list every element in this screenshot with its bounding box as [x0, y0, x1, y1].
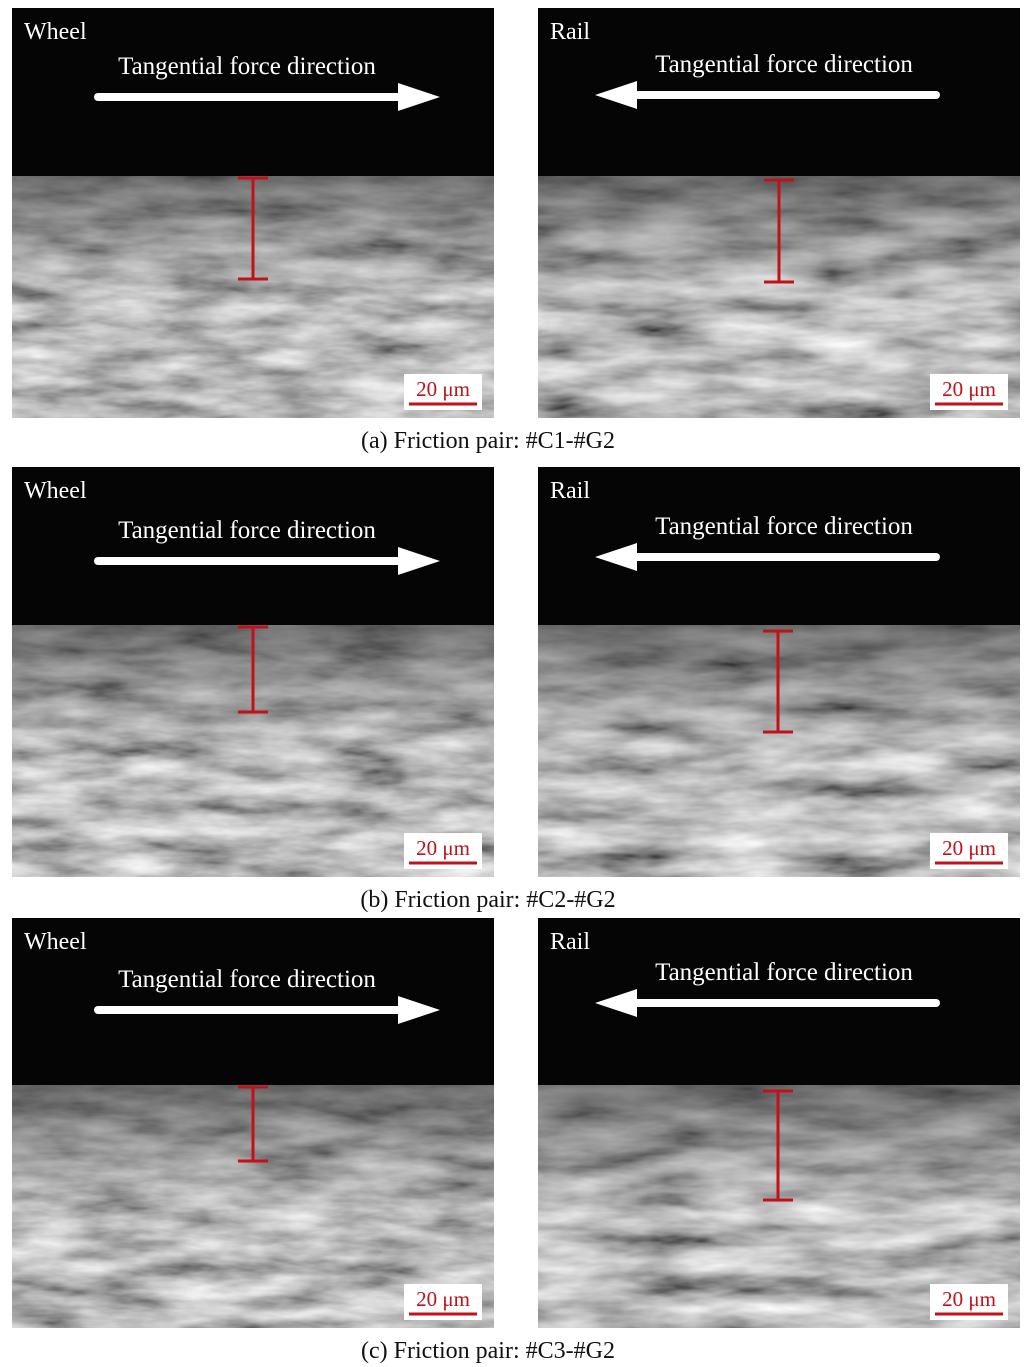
panel-label: Rail — [550, 19, 590, 45]
row-caption: (b) Friction pair: #C2-#G2 — [360, 887, 615, 913]
micrograph-panel: Wheel Tangential force direction 20 μm — [12, 918, 494, 1328]
force-annotation: Tangential force direction — [655, 959, 913, 986]
force-annotation: Tangential force direction — [118, 966, 376, 993]
scale-bar-label: 20 μm — [942, 377, 996, 401]
micrograph-panel: Rail Tangential force direction 20 μm — [538, 918, 1020, 1328]
scale-bar-label: 20 μm — [416, 836, 470, 860]
force-annotation: Tangential force direction — [118, 53, 376, 80]
panel-label: Wheel — [24, 478, 87, 504]
micrograph-panel: Wheel Tangential force direction 20 μm — [12, 8, 494, 418]
scale-bar-label: 20 μm — [416, 1287, 470, 1311]
figure: WheelTangential force direction20 μmRail… — [0, 0, 1027, 1367]
scale-bar-label: 20 μm — [416, 377, 470, 401]
row-caption: (a) Friction pair: #C1-#G2 — [361, 428, 615, 454]
force-annotation: Tangential force direction — [655, 513, 913, 540]
row-caption: (c) Friction pair: #C3-#G2 — [361, 1338, 615, 1364]
scale-bar-label: 20 μm — [942, 836, 996, 860]
force-annotation: Tangential force direction — [118, 517, 376, 544]
micrograph-panel: Rail Tangential force direction 20 μm — [538, 467, 1020, 877]
micrograph-panel: Rail Tangential force direction 20 μm — [538, 8, 1020, 418]
force-annotation: Tangential force direction — [655, 51, 913, 78]
panel-label: Wheel — [24, 19, 87, 45]
panel-label: Rail — [550, 929, 590, 955]
scale-bar-label: 20 μm — [942, 1287, 996, 1311]
panel-label: Rail — [550, 478, 590, 504]
micrograph-panel: Wheel Tangential force direction 20 μm — [12, 467, 494, 877]
panel-label: Wheel — [24, 929, 87, 955]
